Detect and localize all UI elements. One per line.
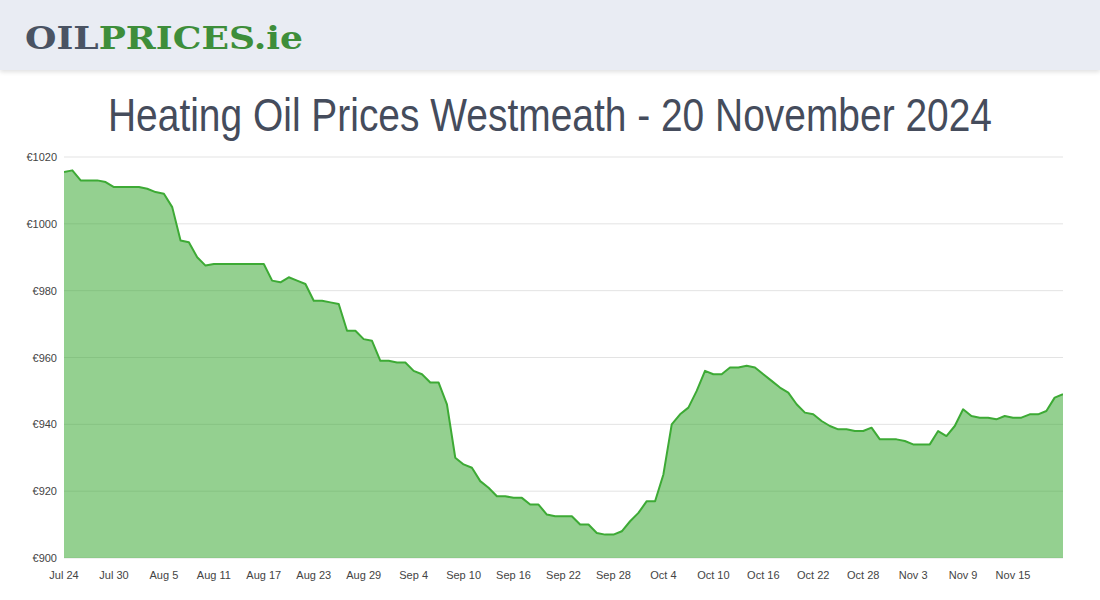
x-tick-label: Sep 22	[546, 569, 581, 581]
grid-line	[64, 223, 1063, 224]
x-tick-label: Nov 9	[949, 569, 978, 581]
x-tick-label: Aug 5	[150, 569, 179, 581]
plot-area	[64, 170, 1063, 558]
area-line	[64, 170, 1063, 534]
x-tick-label: Aug 23	[296, 569, 331, 581]
x-tick-label: Nov 15	[996, 569, 1031, 581]
y-tick-label: €940	[33, 418, 57, 430]
x-tick-label: Sep 10	[446, 569, 481, 581]
x-tick-label: Nov 3	[899, 569, 928, 581]
y-tick-label: €1020	[26, 151, 57, 163]
x-tick-label: Oct 22	[797, 569, 829, 581]
x-tick-label: Aug 29	[346, 569, 381, 581]
x-tick-label: Oct 4	[650, 569, 676, 581]
header-band	[0, 0, 1100, 70]
area-fill	[64, 170, 1063, 558]
y-tick-label: €960	[33, 352, 57, 364]
x-tick-label: Jul 24	[49, 569, 78, 581]
grid-line	[64, 157, 1063, 158]
logo-part[interactable]: OIL	[25, 20, 99, 56]
x-tick-label: Sep 28	[596, 569, 631, 581]
y-tick-label: €1000	[26, 218, 57, 230]
logo-part[interactable]: PRICES.ie	[99, 20, 303, 56]
y-tick-label: €920	[33, 485, 57, 497]
chart-title: Heating Oil Prices Westmeath - 20 Novemb…	[108, 89, 992, 141]
chart-root: OILPRICES.ie Heating Oil Prices Westmeath…	[0, 0, 1100, 600]
logo[interactable]: OILPRICES.ie	[25, 20, 303, 56]
x-tick-label: Sep 4	[399, 569, 428, 581]
x-tick-label: Aug 11	[197, 569, 231, 581]
x-tick-label: Sep 16	[496, 569, 531, 581]
x-tick-label: Oct 10	[697, 569, 729, 581]
x-tick-label: Jul 30	[99, 569, 128, 581]
x-tick-label: Aug 17	[246, 569, 281, 581]
y-tick-label: €980	[33, 285, 57, 297]
x-tick-label: Oct 16	[747, 569, 779, 581]
y-tick-label: €900	[33, 552, 57, 564]
x-tick-label: Oct 28	[847, 569, 879, 581]
